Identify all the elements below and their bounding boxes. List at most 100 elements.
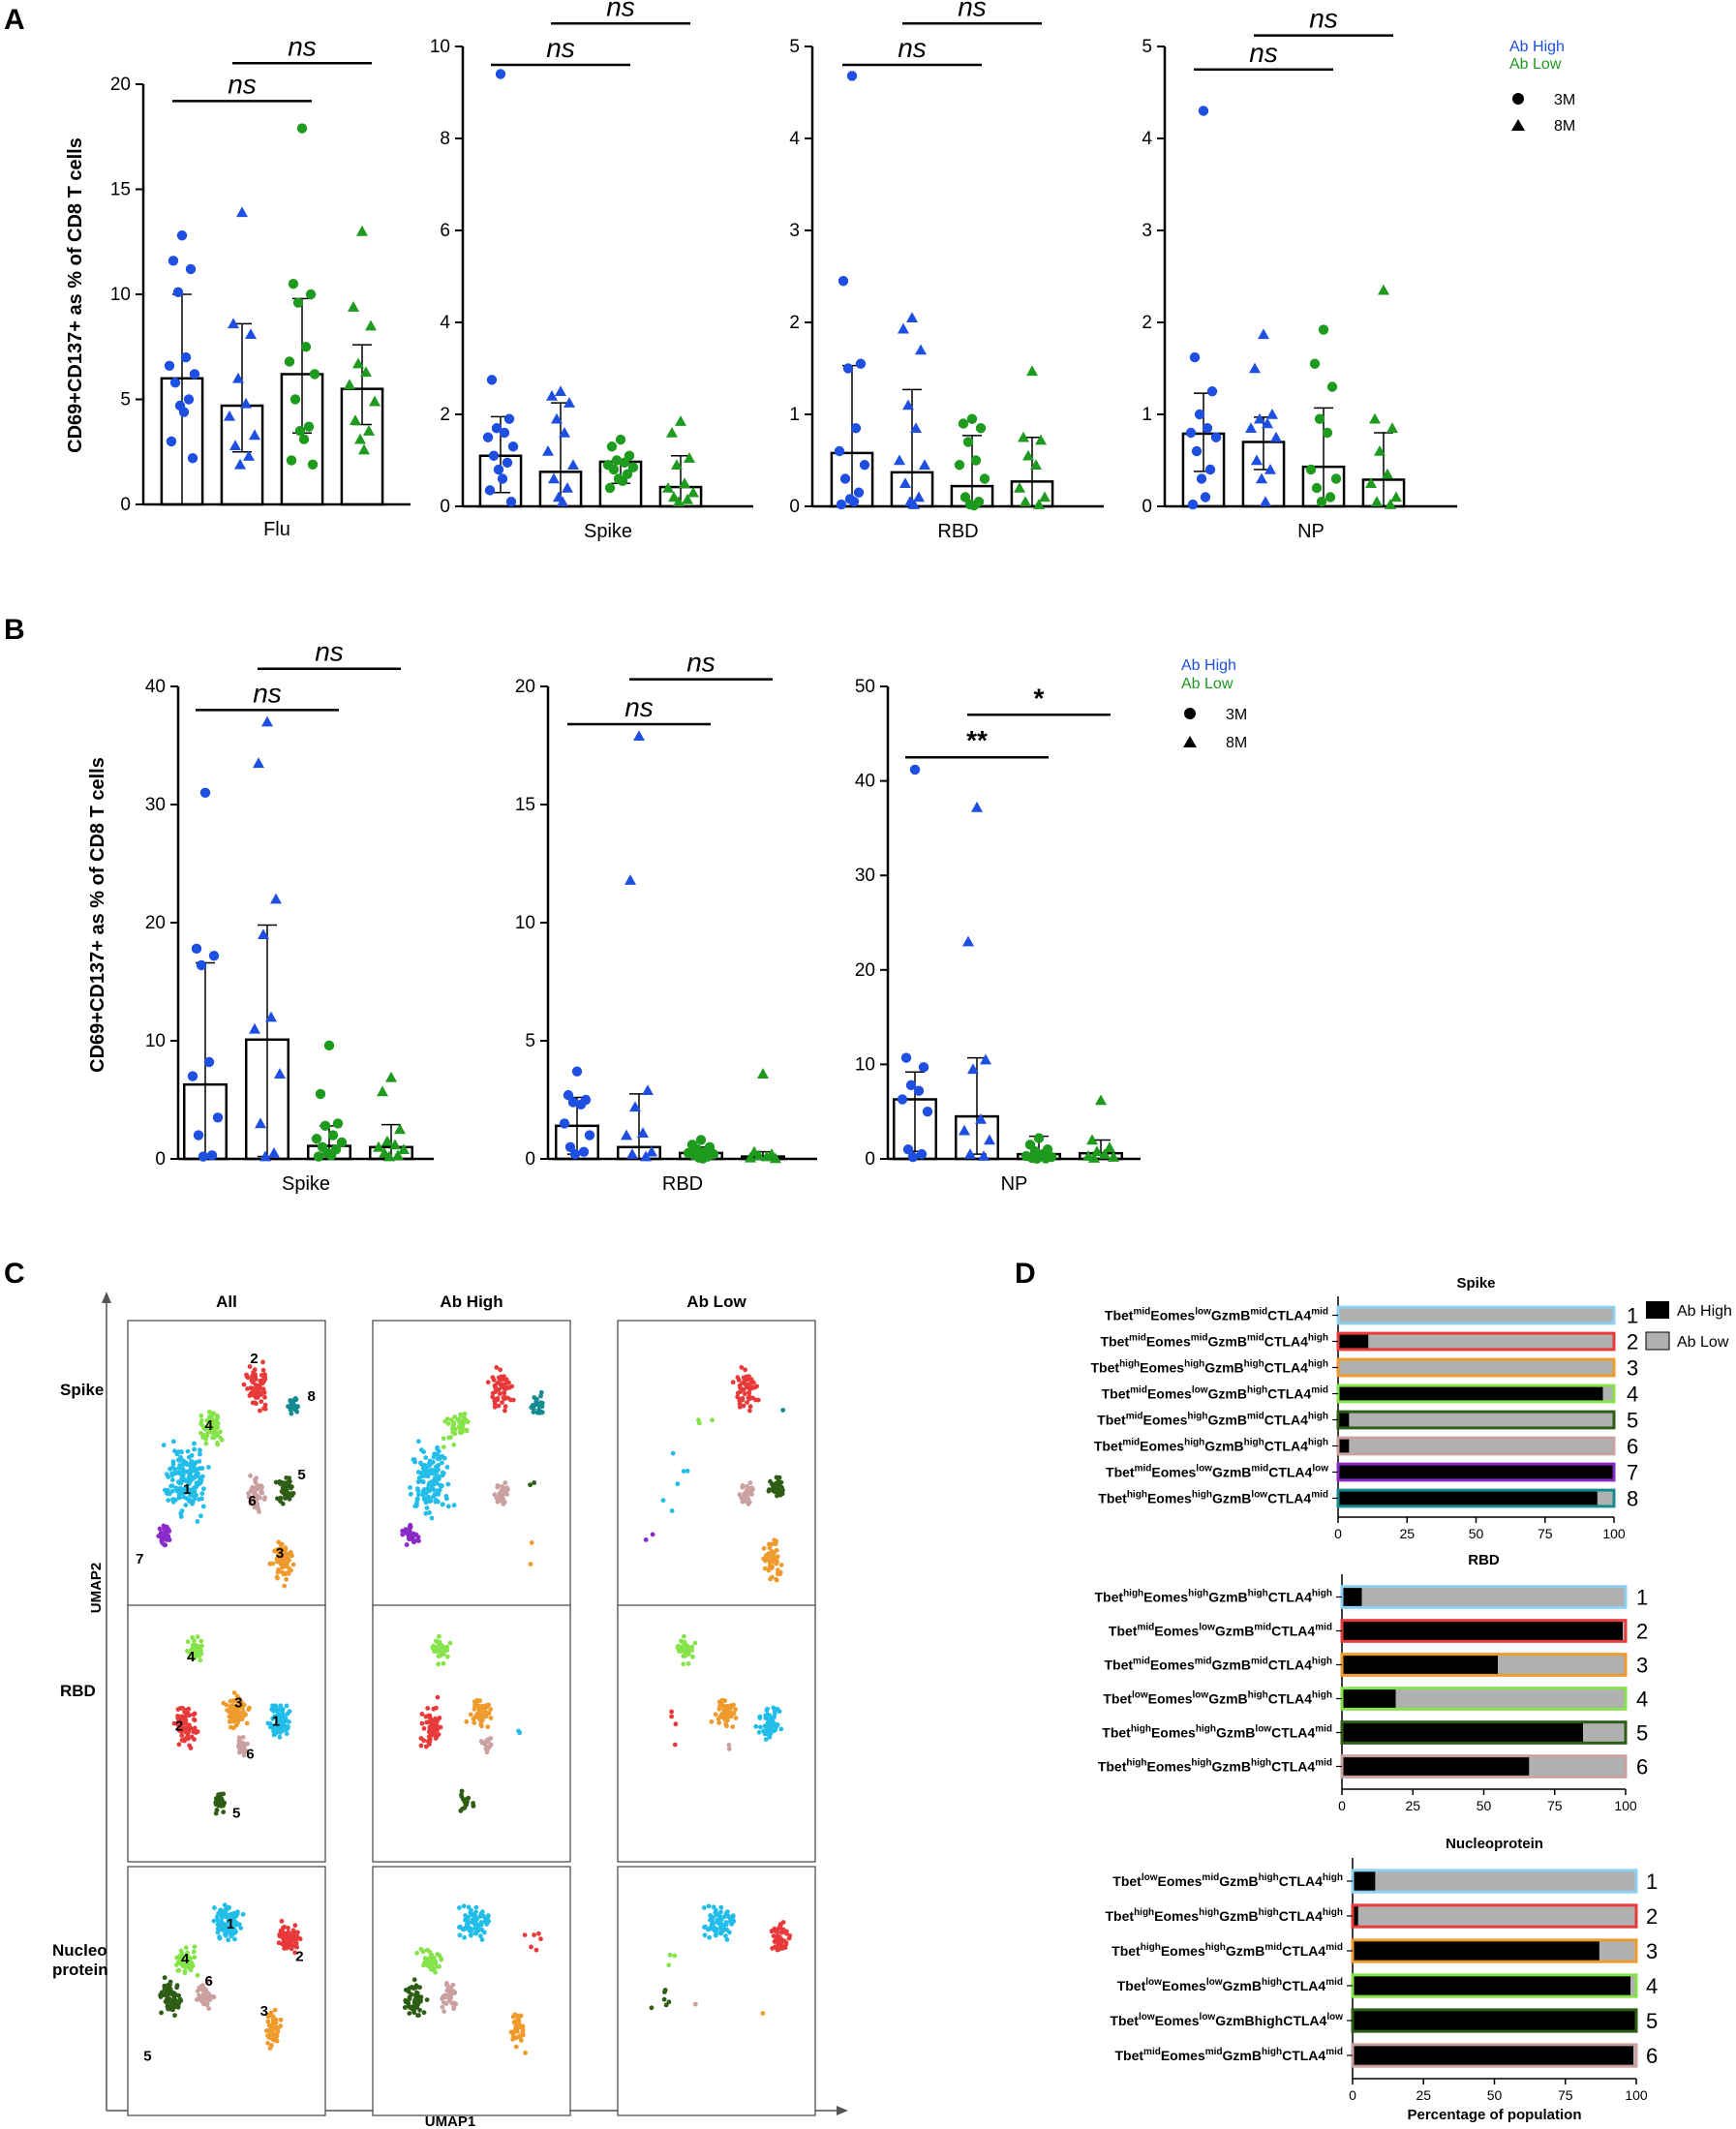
bar-category-label: TbethighEomeshighGzmBhighCTLA4high — [1095, 1589, 1333, 1605]
umap-cell-point — [271, 1708, 276, 1714]
umap-cell-point — [271, 1732, 277, 1738]
umap-cell-point — [451, 1503, 457, 1508]
data-point — [687, 486, 699, 498]
umap-cell-point — [203, 1441, 209, 1446]
data-point — [208, 950, 220, 961]
data-point — [1378, 284, 1389, 295]
label-superscript: high — [1141, 1942, 1161, 1953]
umap-cell-point — [766, 1723, 772, 1729]
label-gene: CTLA4 — [1268, 1465, 1312, 1480]
umap-cell-point — [221, 1927, 227, 1932]
label-superscript: low — [1255, 1724, 1271, 1735]
umap-cell-point — [536, 1403, 542, 1409]
data-point — [249, 1022, 260, 1034]
panel-a-legend: Ab High Ab Low 3M 8M — [1509, 39, 1575, 135]
umap-cell-point — [763, 1737, 769, 1742]
data-point — [502, 457, 513, 469]
label-superscript: mid — [1135, 1464, 1152, 1475]
bar-segment-ab-low — [1597, 1490, 1614, 1506]
umap-cell-point — [192, 1737, 197, 1742]
umap-cell-point — [221, 1810, 227, 1814]
umap-cell-point — [478, 1721, 484, 1727]
umap-cell-point — [192, 1446, 198, 1452]
data-point — [320, 1120, 331, 1132]
label-gene: CTLA4 — [1268, 1691, 1312, 1707]
data-point — [1104, 1141, 1115, 1153]
data-point — [975, 423, 987, 434]
umap-cell-point — [501, 1395, 506, 1400]
data-point — [1371, 496, 1383, 507]
umap-cell-point — [195, 1729, 200, 1735]
umap-cell-point — [179, 1733, 185, 1738]
umap-cell-point — [434, 1722, 440, 1728]
umap-cell-point — [724, 1937, 730, 1942]
data-point — [1189, 351, 1201, 363]
data-point — [900, 1052, 912, 1063]
umap-cluster-label: 3 — [260, 2003, 268, 2020]
bar-category-label: TbetmidEomeslowGzmBmidCTLA4mid — [1109, 1623, 1332, 1639]
data-point — [1251, 454, 1263, 466]
umap-cell-point — [167, 1998, 171, 2004]
umap-cell-point — [776, 1933, 780, 1938]
y-tick-label: 1 — [789, 405, 800, 425]
umap-cell-point — [488, 1707, 493, 1712]
data-point — [1318, 324, 1329, 335]
data-point — [761, 1150, 773, 1162]
umap-cell-point — [445, 1504, 451, 1509]
umap-cell-point — [206, 1465, 211, 1470]
umap-cell-point — [492, 1492, 498, 1498]
umap-cell-point — [423, 1744, 429, 1749]
umap-cell-point — [237, 1739, 243, 1745]
umap-cell-point — [278, 1703, 284, 1709]
umap-cell-point — [497, 1391, 503, 1397]
umap-cell-point — [195, 1972, 200, 1978]
umap-cell-point — [476, 1708, 482, 1714]
data-point — [966, 413, 978, 424]
label-superscript: high — [1248, 1589, 1268, 1599]
umap-cell-point — [237, 1922, 242, 1928]
umap-cell-point — [761, 1545, 767, 1551]
umap-cell-point — [767, 1487, 772, 1493]
data-point — [1014, 482, 1025, 493]
umap-cell-point — [498, 1367, 503, 1373]
umap-cell-point — [258, 1391, 263, 1397]
umap-cell-point — [723, 1920, 729, 1925]
umap-cell-point — [433, 1716, 438, 1721]
umap-cell-point — [451, 2006, 456, 2012]
data-point — [968, 500, 980, 511]
umap-cell-point — [467, 1925, 472, 1931]
data-point — [919, 459, 930, 471]
label-gene: CTLA4 — [1279, 1908, 1323, 1924]
data-point — [1311, 482, 1323, 494]
bar-cluster-number: 4 — [1646, 1974, 1658, 1998]
umap-cell-point — [443, 1494, 449, 1499]
umap-cell-point — [777, 1569, 783, 1575]
bar-category-label: TbetlowEomeslowGzmBhighCTLA4high — [1103, 1690, 1332, 1707]
umap-cell-point — [427, 1497, 433, 1503]
data-point — [258, 928, 269, 939]
label-gene: Eomes — [1140, 1360, 1184, 1376]
label-gene: GzmB — [1212, 1759, 1251, 1775]
umap-cell-point — [179, 1954, 185, 1960]
data-point — [1039, 491, 1051, 502]
umap-cell-point — [414, 1496, 420, 1502]
umap-cell-point — [774, 1547, 779, 1553]
bar-cluster-number: 7 — [1627, 1461, 1638, 1485]
umap-cell-point — [729, 1710, 734, 1716]
umap-cell-point — [231, 1690, 237, 1695]
label-superscript: high — [1187, 1412, 1207, 1422]
umap-cell-point — [204, 1417, 210, 1423]
bar-segment-ab-high — [1338, 1385, 1603, 1402]
umap-cell-point — [748, 1385, 754, 1390]
umap-cell-point — [293, 1941, 299, 1947]
data-point — [905, 1080, 917, 1091]
umap-cell-point — [495, 1484, 501, 1490]
umap-cell-point — [779, 1930, 785, 1935]
data-point — [236, 206, 248, 218]
data-point — [1374, 445, 1386, 456]
umap-cell-point — [415, 1479, 421, 1484]
umap-cell-point — [280, 1501, 286, 1506]
umap-cell-point — [252, 1492, 258, 1498]
label-gene: GzmB — [1223, 1978, 1262, 1993]
umap-cell-point — [443, 2001, 449, 2007]
